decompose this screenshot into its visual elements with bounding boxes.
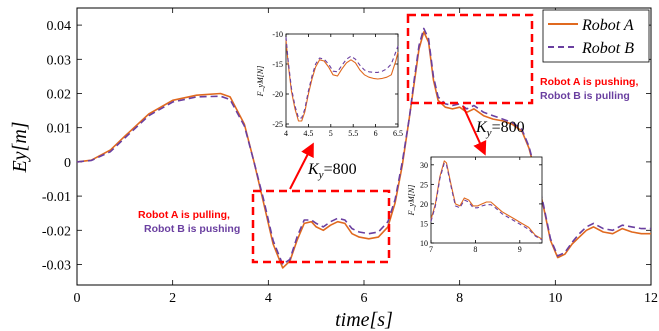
inset-right-ytick-label: 15	[420, 219, 428, 228]
k-label-right: Ky=800	[475, 119, 525, 139]
main-ytick-label: -0.03	[42, 258, 71, 273]
inset-right-frame	[430, 156, 543, 244]
main-ytick-label: 0	[64, 156, 71, 171]
inset-left-series-robot-b	[285, 36, 399, 119]
inset-left-xtick-label: 4.5	[303, 129, 313, 138]
main-ytick-label: -0.02	[42, 224, 71, 239]
inset-left-ytick-label: -25	[272, 120, 283, 129]
inset-right-ylabel: F_yM[N]	[407, 185, 416, 217]
main-series-robot-b	[76, 27, 651, 266]
pulling-annotation-line1: Robot A is pulling,	[138, 209, 230, 221]
inset-left-frame	[285, 33, 399, 128]
pulling-annotation-line2: Robot B is pushing	[144, 223, 240, 235]
pushing-annotation-line1: Robot A is pushing,	[540, 76, 638, 88]
inset-left-xtick-label: 5	[329, 129, 333, 138]
inset-left-series	[285, 36, 399, 122]
inset-right-ticks: 7 8 9 10 15 20 25 30	[420, 157, 542, 254]
main-xtick-label: 6	[361, 291, 368, 306]
main-series	[76, 27, 651, 269]
main-ytick-label: 0.03	[47, 53, 72, 68]
main-xtick-label: 8	[456, 291, 463, 306]
pulling-highlight-box	[251, 189, 391, 264]
inset-left-xtick-label: 6	[374, 129, 378, 138]
inset-right-xtick-label: 9	[518, 245, 522, 254]
legend-label-robot-a: Robot A	[581, 17, 634, 34]
inset-right-ytick-label: 20	[420, 200, 428, 209]
pushing-annotation-line2: Robot B is pulling	[540, 90, 630, 102]
inset-right: 7 8 9 10 15 20 25 30 F_yM[N]	[407, 156, 543, 254]
inset-left: 4 4.5 5 5.5 6 6.5 -10 -15 -20 -25 F_yM[N]	[256, 30, 403, 138]
inset-right-series	[430, 160, 543, 241]
pushing-highlight-box	[406, 13, 534, 105]
legend: Robot A Robot B	[542, 9, 650, 63]
inset-right-series-robot-a	[430, 160, 543, 240]
main-xtick-label: 0	[74, 291, 81, 306]
inset-left-xtick-label: 6.5	[393, 129, 403, 138]
inset-left-ytick-label: -20	[272, 90, 283, 99]
k-label-left: Ky=800	[307, 161, 357, 181]
x-axis-label: time[s]	[335, 309, 393, 331]
inset-right-xtick-label: 8	[473, 245, 477, 254]
main-xtick-label: 10	[548, 291, 562, 306]
inset-right-ytick-label: 10	[420, 239, 428, 248]
inset-right-xtick-label: 7	[429, 245, 433, 254]
main-xtick-label: 12	[644, 291, 658, 306]
inset-left-xtick-label: 5.5	[348, 129, 358, 138]
inset-left-ytick-label: -15	[272, 60, 283, 69]
right-arrow	[462, 105, 487, 156]
inset-right-ytick-label: 30	[420, 161, 428, 170]
inset-right-series-robot-b	[430, 162, 543, 241]
main-ytick-label: -0.01	[42, 190, 71, 205]
inset-left-xtick-label: 4	[284, 129, 288, 138]
legend-box	[542, 9, 650, 63]
inset-left-series-robot-a	[285, 39, 399, 122]
inset-left-ylabel: F_yM[N]	[256, 66, 265, 98]
left-arrow	[289, 142, 314, 190]
main-xtick-label: 4	[265, 291, 272, 306]
inset-right-ytick-label: 25	[420, 180, 428, 189]
main-ticks: 0 2 4 6 8 10 12 -0.03 -0.02 -0.01 0 0.01 0.02 0.03 0.0…	[42, 8, 658, 306]
main-ytick-label: 0.01	[47, 122, 72, 137]
y-axis-label: Ey[m]	[9, 121, 31, 173]
legend-label-robot-b: Robot B	[581, 40, 634, 57]
inset-left-ticks: 4 4.5 5 5.5 6 6.5 -10 -15 -20 -25	[272, 30, 403, 138]
main-ytick-label: 0.02	[47, 87, 72, 102]
main-xtick-label: 2	[169, 291, 176, 306]
inset-left-ytick-label: -10	[272, 30, 283, 39]
main-ytick-label: 0.04	[47, 19, 72, 34]
